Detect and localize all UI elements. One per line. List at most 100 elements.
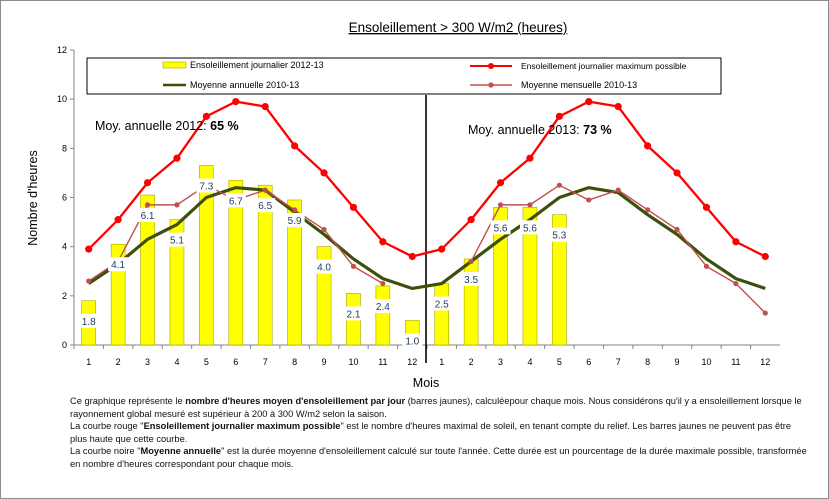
max-possible-point (408, 252, 416, 261)
bar-value-label: 3.5 (464, 275, 478, 286)
description-paragraph-2: La courbe rouge "Ensoleillement journali… (70, 421, 792, 444)
x-tick-label: 2 (116, 357, 121, 367)
x-tick-label: 1 (439, 357, 444, 367)
x-tick-label: 1 (86, 357, 91, 367)
bar-value-label-bg (284, 212, 305, 227)
max-possible-point (526, 154, 534, 162)
bar-value-label: 6.5 (258, 201, 272, 212)
bar-value-label: 5.9 (288, 216, 302, 227)
bar-value-label-bg (225, 193, 246, 208)
max-possible-point (761, 252, 769, 261)
bar-value-label: 4.1 (111, 260, 125, 271)
annotation-2012-value: 65 % (210, 119, 239, 133)
description-paragraph-3: La courbe noire "Moyenne annuelle" est l… (70, 446, 807, 469)
monthly-average-point (586, 197, 592, 203)
bar-value-label-bg (137, 208, 158, 223)
bar-value-label-bg (490, 220, 511, 235)
bar-value-label: 1.8 (82, 317, 96, 328)
max-possible-point (143, 179, 152, 187)
legend-label-daily: Ensoleillement journalier 2012-13 (190, 60, 324, 70)
y-tick-label: 0 (62, 340, 67, 350)
monthly-average-point (262, 187, 268, 193)
legend-label-max: Ensoleillement journalier maximum possib… (521, 61, 687, 71)
max-possible-point (291, 142, 299, 150)
sunshine-bar (257, 184, 273, 346)
bar-value-label-bg (108, 257, 129, 272)
y-tick-label: 12 (57, 45, 67, 55)
x-axis-label: Mois (413, 376, 439, 390)
monthly-average-point (292, 207, 298, 213)
bar-value-label-bg (255, 198, 276, 213)
y-tick-label: 10 (57, 94, 67, 104)
sunshine-bar (375, 285, 391, 346)
monthly-average-point (674, 226, 680, 233)
bar-value-label-bg (372, 299, 393, 313)
bar-value-label: 1.0 (405, 336, 419, 347)
bar-value-label: 5.6 (494, 223, 508, 234)
monthly-average-point (174, 202, 180, 208)
annotation-2013-value: 73 % (583, 123, 612, 137)
y-tick-label: 6 (62, 193, 67, 203)
bar-value-label-bg (461, 271, 482, 286)
max-possible-point (555, 112, 563, 120)
legend-monthly-marker (488, 82, 494, 88)
x-tick-label: 7 (263, 357, 268, 367)
max-possible-point (614, 102, 622, 111)
x-tick-label: 2 (469, 357, 474, 367)
max-possible-point (644, 142, 652, 150)
x-tick-label: 8 (292, 357, 297, 367)
x-tick-label: 7 (616, 357, 621, 367)
bar-value-label: 2.4 (376, 302, 390, 313)
max-possible-point (349, 203, 358, 211)
bar-value-label: 2.1 (347, 309, 361, 320)
x-tick-label: 3 (145, 357, 150, 367)
sunshine-bar (140, 194, 155, 346)
max-possible-point (320, 169, 328, 177)
monthly-average-point (497, 202, 504, 208)
description-paragraph-1: Ce graphique représente le nombre d'heur… (70, 396, 802, 419)
monthly-average-point (733, 280, 739, 287)
monthly-average-point (645, 207, 651, 213)
bar-value-label: 2.5 (435, 300, 449, 311)
sunshine-bar (287, 199, 302, 346)
legend-label-annual: Moyenne annuelle 2010-13 (190, 80, 299, 90)
bar-value-label-bg (78, 313, 99, 328)
legend-red-marker (488, 63, 494, 69)
x-tick-label: 6 (586, 357, 591, 367)
bar-value-label: 4.0 (317, 263, 331, 274)
annual-average-line (87, 186, 766, 291)
max-possible-point (379, 238, 387, 246)
bar-value-label-bg (166, 232, 187, 247)
sunshine-bar (169, 219, 185, 346)
monthly-average-point (527, 202, 533, 208)
sunshine-bar (199, 165, 214, 346)
x-tick-label: 9 (675, 357, 680, 367)
max-possible-point (438, 245, 446, 253)
max-possible-point (702, 203, 711, 211)
max-possible-point (585, 98, 593, 106)
max-possible-point (673, 169, 681, 177)
chart-description: Ce graphique représente le nombre d'heur… (70, 395, 810, 471)
max-possible-point (173, 154, 181, 162)
sunshine-bar (463, 258, 479, 346)
bar-value-label: 7.3 (199, 182, 213, 193)
chart-title: Ensoleillement > 300 W/m2 (heures) (349, 20, 568, 35)
y-tick-label: 8 (62, 143, 67, 153)
bar-value-label: 5.6 (523, 223, 537, 234)
monthly-average-point (703, 263, 710, 269)
monthly-average-point (86, 278, 92, 284)
max-possible-point (85, 245, 93, 253)
x-tick-label: 5 (557, 357, 562, 367)
x-tick-label: 4 (527, 357, 532, 367)
bar-value-label: 5.3 (552, 231, 566, 242)
annotation-2013: Moy. annuelle 2013: 73 % (468, 123, 612, 137)
max-possible-point (202, 112, 210, 120)
monthly-average-point (556, 182, 562, 188)
x-tick-label: 12 (407, 357, 417, 367)
annotation-2013-label: Moy. annuelle 2013: (468, 123, 583, 137)
legend-label-monthly: Moyenne mensuelle 2010-13 (521, 80, 637, 90)
monthly-average-point (380, 280, 386, 287)
max-possible-point (732, 238, 740, 246)
